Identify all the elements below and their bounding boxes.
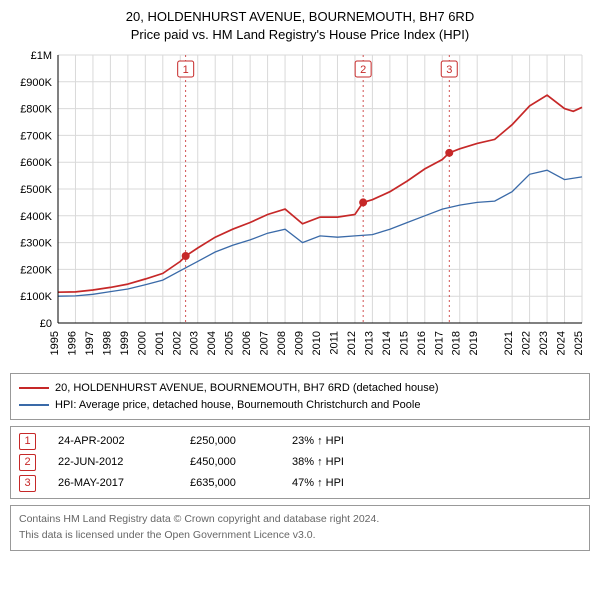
svg-text:2009: 2009 [294,331,306,355]
svg-text:£100K: £100K [20,291,52,303]
svg-text:2001: 2001 [154,331,166,355]
marker-list: 1 24-APR-2002 £250,000 23% ↑ HPI 2 22-JU… [10,426,590,499]
svg-text:2019: 2019 [468,331,480,355]
marker-date-2: 22-JUN-2012 [58,454,168,471]
svg-text:2005: 2005 [224,331,236,355]
svg-text:2011: 2011 [328,331,340,355]
marker-pct-2: 38% ↑ HPI [292,454,392,471]
svg-text:2021: 2021 [503,331,515,355]
marker-row-3: 3 26-MAY-2017 £635,000 47% ↑ HPI [19,473,581,494]
chart-container: 20, HOLDENHURST AVENUE, BOURNEMOUTH, BH7… [0,0,600,561]
marker-price-3: £635,000 [190,475,270,492]
svg-text:1996: 1996 [66,331,78,355]
svg-text:£1M: £1M [31,50,52,62]
svg-text:£400K: £400K [20,211,52,223]
chart-svg: £0 £100K £200K £300K £400K £500K £600K £700K £80… [10,47,590,367]
legend-swatch-a [19,387,49,389]
svg-text:£600K: £600K [20,157,52,169]
legend-label-b: HPI: Average price, detached house, Bour… [55,397,420,414]
footer-line-2: This data is licensed under the Open Gov… [19,529,316,541]
legend-item-a: 20, HOLDENHURST AVENUE, BOURNEMOUTH, BH7… [19,380,581,397]
marker-date-3: 26-MAY-2017 [58,475,168,492]
legend-item-b: HPI: Average price, detached house, Bour… [19,397,581,414]
svg-text:£700K: £700K [20,130,52,142]
svg-text:£900K: £900K [20,77,52,89]
footer-attribution: Contains HM Land Registry data © Crown c… [10,505,590,551]
svg-text:1: 1 [183,64,189,76]
svg-text:2016: 2016 [416,331,428,355]
svg-text:2006: 2006 [241,331,253,355]
marker-pct-3: 47% ↑ HPI [292,475,392,492]
svg-text:£800K: £800K [20,104,52,116]
svg-text:2010: 2010 [311,331,323,355]
title-line-1: 20, HOLDENHURST AVENUE, BOURNEMOUTH, BH7… [126,9,474,24]
svg-text:2: 2 [360,64,366,76]
svg-text:1998: 1998 [101,331,113,355]
svg-text:2015: 2015 [398,331,410,355]
marker-badge-2: 2 [19,454,36,471]
marker-pct-1: 23% ↑ HPI [292,433,392,450]
svg-text:2023: 2023 [538,331,550,355]
marker-price-1: £250,000 [190,433,270,450]
legend-label-a: 20, HOLDENHURST AVENUE, BOURNEMOUTH, BH7… [55,380,439,397]
legend: 20, HOLDENHURST AVENUE, BOURNEMOUTH, BH7… [10,373,590,420]
svg-text:2014: 2014 [381,331,393,355]
svg-text:£300K: £300K [20,238,52,250]
svg-text:2013: 2013 [363,331,375,355]
svg-text:2002: 2002 [171,331,183,355]
chart-title: 20, HOLDENHURST AVENUE, BOURNEMOUTH, BH7… [10,8,590,43]
svg-text:2017: 2017 [433,331,445,355]
marker-price-2: £450,000 [190,454,270,471]
marker-row-2: 2 22-JUN-2012 £450,000 38% ↑ HPI [19,452,581,473]
svg-text:1997: 1997 [84,331,96,355]
svg-text:2022: 2022 [521,331,533,355]
svg-text:3: 3 [446,64,452,76]
marker-badge-1: 1 [19,433,36,450]
svg-text:2000: 2000 [136,331,148,355]
svg-text:£0: £0 [40,318,52,330]
svg-text:£200K: £200K [20,264,52,276]
svg-text:2018: 2018 [451,331,463,355]
marker-row-1: 1 24-APR-2002 £250,000 23% ↑ HPI [19,431,581,452]
svg-text:1999: 1999 [119,331,131,355]
svg-text:2024: 2024 [556,331,568,355]
svg-text:£500K: £500K [20,184,52,196]
svg-text:2025: 2025 [573,331,585,355]
svg-text:2003: 2003 [189,331,201,355]
marker-badge-3: 3 [19,475,36,492]
svg-text:2008: 2008 [276,331,288,355]
marker-date-1: 24-APR-2002 [58,433,168,450]
footer-line-1: Contains HM Land Registry data © Crown c… [19,513,379,525]
svg-text:2007: 2007 [259,331,271,355]
svg-text:2004: 2004 [206,331,218,355]
legend-swatch-b [19,404,49,406]
line-chart: £0 £100K £200K £300K £400K £500K £600K £700K £80… [10,47,590,367]
svg-text:2012: 2012 [346,331,358,355]
title-line-2: Price paid vs. HM Land Registry's House … [131,27,469,42]
svg-text:1995: 1995 [49,331,61,355]
